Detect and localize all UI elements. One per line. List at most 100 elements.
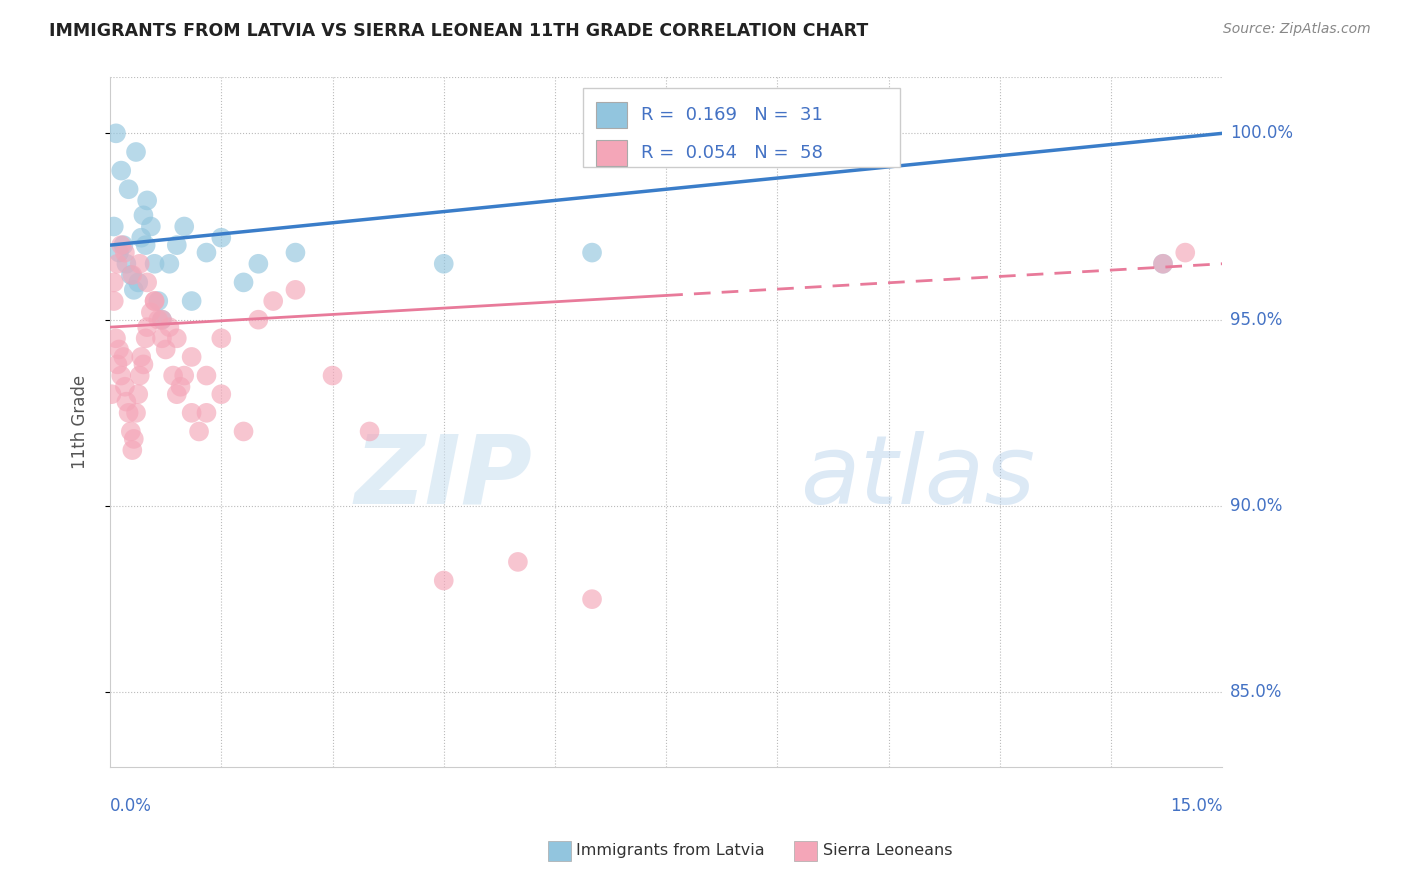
Bar — [582, 87, 900, 167]
Point — [433, 257, 456, 271]
Point — [127, 276, 149, 290]
Text: 0.0%: 0.0% — [110, 797, 152, 814]
Bar — [794, 841, 817, 861]
Point — [157, 320, 180, 334]
Text: IMMIGRANTS FROM LATVIA VS SIERRA LEONEAN 11TH GRADE CORRELATION CHART: IMMIGRANTS FROM LATVIA VS SIERRA LEONEAN… — [49, 22, 869, 40]
Point — [209, 387, 232, 401]
Text: 90.0%: 90.0% — [1230, 497, 1282, 515]
Point — [169, 380, 191, 394]
Point — [209, 230, 232, 244]
Point — [100, 387, 122, 401]
Point — [581, 245, 603, 260]
Text: 100.0%: 100.0% — [1230, 124, 1292, 143]
Point — [262, 293, 284, 308]
Point — [135, 238, 157, 252]
Point — [114, 380, 136, 394]
Point — [136, 320, 159, 334]
Point — [120, 268, 142, 282]
Point — [359, 425, 381, 439]
Point — [173, 368, 195, 383]
Point — [180, 293, 202, 308]
Point — [112, 350, 135, 364]
Point — [139, 219, 162, 234]
Point — [110, 163, 132, 178]
Point — [107, 257, 129, 271]
Point — [136, 276, 159, 290]
Point — [117, 182, 139, 196]
Point — [143, 293, 166, 308]
Point — [195, 245, 218, 260]
Point — [180, 350, 202, 364]
Point — [209, 331, 232, 345]
Point — [1152, 257, 1174, 271]
Point — [132, 358, 155, 372]
Point — [105, 126, 128, 140]
Text: ZIP: ZIP — [354, 431, 533, 524]
Point — [125, 406, 148, 420]
Point — [1174, 245, 1197, 260]
Point — [284, 245, 307, 260]
Text: Immigrants from Latvia: Immigrants from Latvia — [576, 844, 765, 858]
Point — [128, 368, 150, 383]
Point — [127, 387, 149, 401]
Text: Source: ZipAtlas.com: Source: ZipAtlas.com — [1223, 22, 1371, 37]
Point — [166, 331, 188, 345]
Point — [157, 257, 180, 271]
Point — [103, 276, 125, 290]
Point — [173, 219, 195, 234]
Text: 85.0%: 85.0% — [1230, 683, 1282, 701]
Y-axis label: 11th Grade: 11th Grade — [72, 376, 89, 469]
Bar — [596, 102, 627, 128]
Point — [143, 293, 166, 308]
Point — [433, 574, 456, 588]
Point — [180, 406, 202, 420]
Point — [139, 305, 162, 319]
Point — [150, 312, 173, 326]
Point — [284, 283, 307, 297]
Point — [135, 331, 157, 345]
Point — [108, 343, 131, 357]
Point — [581, 592, 603, 607]
Point — [148, 312, 170, 326]
Point — [121, 443, 143, 458]
Point — [128, 257, 150, 271]
Point — [506, 555, 529, 569]
Point — [1152, 257, 1174, 271]
Text: Sierra Leoneans: Sierra Leoneans — [823, 844, 952, 858]
Point — [110, 238, 132, 252]
Point — [114, 245, 136, 260]
Point — [122, 432, 145, 446]
Point — [166, 238, 188, 252]
Point — [107, 358, 129, 372]
Point — [120, 425, 142, 439]
Point — [112, 238, 135, 252]
Point — [125, 145, 148, 159]
Point — [150, 331, 173, 345]
Point — [105, 331, 128, 345]
Point — [117, 406, 139, 420]
Point — [247, 312, 270, 326]
Point — [121, 268, 143, 282]
Bar — [548, 841, 571, 861]
Text: 95.0%: 95.0% — [1230, 310, 1282, 328]
Point — [247, 257, 270, 271]
Point — [129, 350, 152, 364]
Point — [129, 230, 152, 244]
Point — [148, 293, 170, 308]
Point — [322, 368, 344, 383]
Point — [155, 343, 177, 357]
Point — [115, 394, 138, 409]
Point — [195, 406, 218, 420]
Point — [195, 368, 218, 383]
Point — [115, 257, 138, 271]
Point — [136, 194, 159, 208]
Point — [108, 245, 131, 260]
Point — [232, 276, 254, 290]
Point — [103, 219, 125, 234]
Point — [162, 368, 184, 383]
Bar — [596, 140, 627, 167]
Point — [166, 387, 188, 401]
Point — [232, 425, 254, 439]
Point — [143, 257, 166, 271]
Text: atlas: atlas — [800, 431, 1035, 524]
